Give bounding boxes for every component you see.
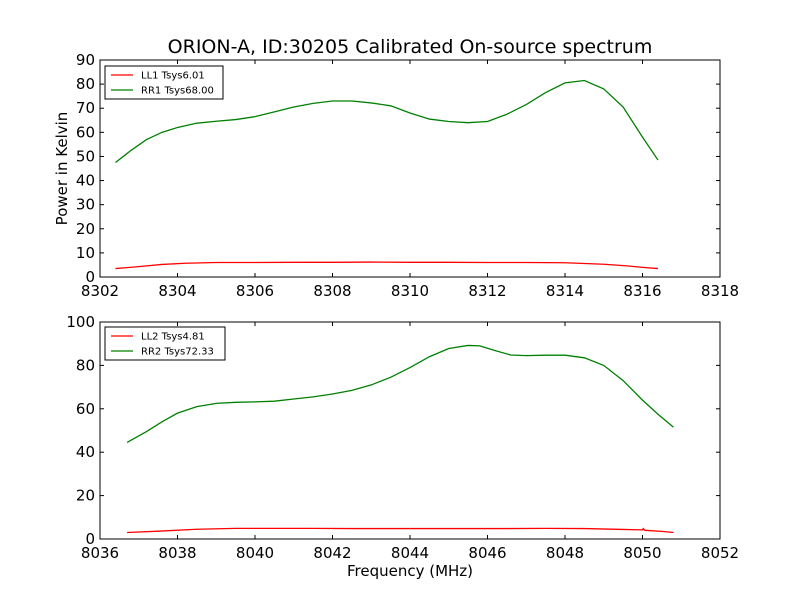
x-tick-label: 8308	[313, 282, 351, 300]
legend-label: RR1 Tsys68.00	[141, 86, 214, 97]
x-tick-label: 8042	[313, 544, 351, 562]
legend-label: LL1 Tsys6.01	[141, 71, 205, 82]
y-tick-label: 20	[76, 220, 95, 238]
legend-label: RR2 Tsys72.33	[141, 347, 214, 358]
y-tick-label: 20	[76, 487, 95, 505]
top-panel: 8302 8304 8306 8308 8310 8312 8314 8316 8318 0 10 2…	[53, 51, 739, 300]
x-tick-label: 8050	[623, 544, 661, 562]
x-tick-label: 8038	[158, 544, 196, 562]
x-tick-label: 8302	[81, 282, 119, 300]
series-line-ll2	[127, 527, 674, 534]
x-tick-label: 8304	[158, 282, 196, 300]
x-tick-label: 8046	[468, 544, 506, 562]
y-axis-label: Power in Kelvin	[53, 112, 71, 226]
series-line-rr2	[126, 344, 674, 444]
x-tick-label: 8314	[546, 282, 584, 300]
x-tick-label: 8312	[468, 282, 506, 300]
legend-label: LL2 Tsys4.81	[141, 332, 205, 343]
y-tick-label: 50	[76, 147, 95, 165]
y-tick-label: 0	[85, 268, 95, 286]
y-tick-label: 70	[76, 99, 95, 117]
y-tick-label: 90	[76, 51, 95, 69]
legend: LL1 Tsys6.01 RR1 Tsys68.00	[104, 65, 224, 100]
series-line-rr1	[115, 79, 659, 163]
x-tick-label: 8052	[701, 544, 739, 562]
x-tick-label: 8040	[236, 544, 274, 562]
legend: LL2 Tsys4.81 RR2 Tsys72.33	[104, 326, 226, 361]
legend-box	[104, 65, 224, 100]
y-tick-label: 40	[76, 443, 95, 461]
y-tick-label: 60	[76, 400, 95, 418]
plot-frame	[99, 321, 721, 540]
y-tick-label: 100	[66, 313, 95, 331]
y-tick-label: 10	[76, 244, 95, 262]
x-axis-label: Frequency (MHz)	[347, 562, 473, 580]
x-tick-label: 8306	[236, 282, 274, 300]
x-tick-label: 8036	[81, 544, 119, 562]
y-tick-label: 30	[76, 196, 95, 214]
plot-frame	[99, 59, 721, 278]
y-tick-label: 0	[85, 530, 95, 548]
y-tick-label: 40	[76, 172, 95, 190]
x-tick-label: 8316	[623, 282, 661, 300]
series-line-ll1	[115, 261, 659, 270]
x-tick-label: 8048	[546, 544, 584, 562]
x-tick-label: 8044	[391, 544, 429, 562]
y-tick-label: 80	[76, 356, 95, 374]
x-tick-label: 8318	[701, 282, 739, 300]
bottom-panel: 8036 8038 8040 8042 8044 8046 8048 8050 8052 0 20 4…	[66, 313, 739, 580]
y-tick-label: 60	[76, 123, 95, 141]
y-tick-label: 80	[76, 75, 95, 93]
x-tick-label: 8310	[391, 282, 429, 300]
legend-box	[104, 326, 226, 361]
figure-title: ORION-A, ID:30205 Calibrated On-source s…	[168, 36, 653, 58]
